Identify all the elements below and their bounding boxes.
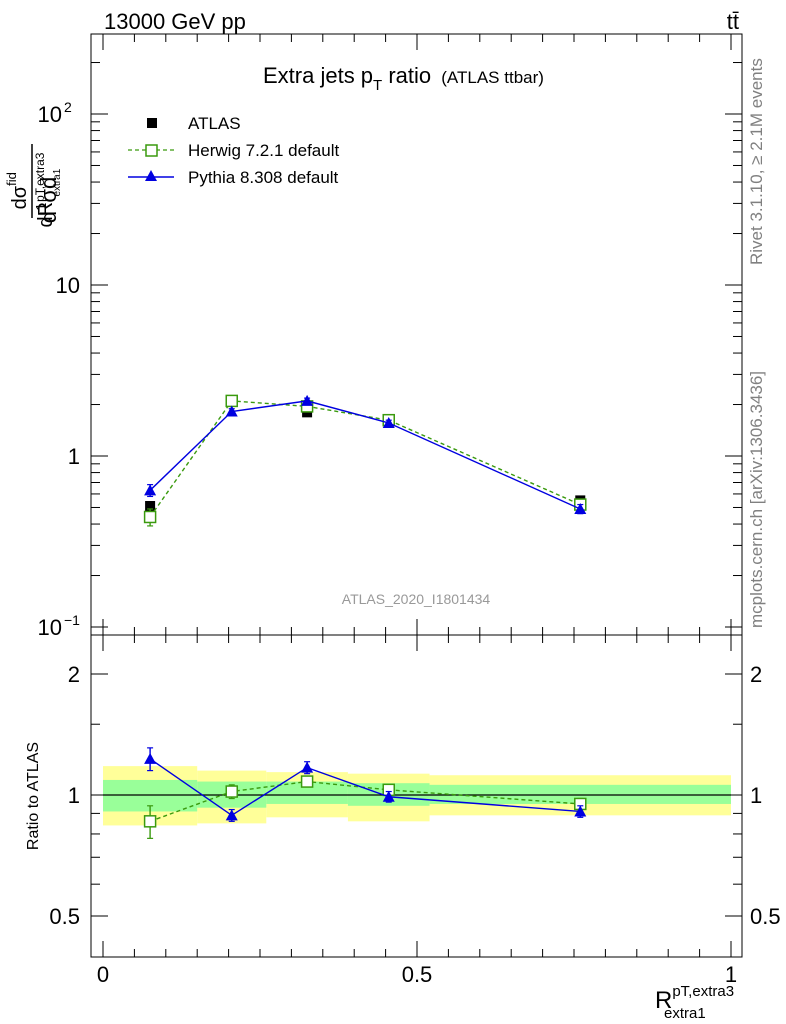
herwig-point	[225, 394, 238, 408]
main-series	[143, 394, 587, 527]
x-tick-label: 0	[97, 962, 109, 987]
main-y-tick-label: 10	[38, 102, 62, 127]
legend-label-atlas: ATLAS	[188, 114, 241, 133]
legend-marker-herwig	[145, 144, 158, 157]
ratio-y-tick-label: 0.5	[49, 904, 80, 929]
x-axis-label-main: R	[655, 987, 672, 1014]
pythia-point	[144, 484, 157, 496]
main-y-tick-label: 1	[68, 444, 80, 469]
pythia-ratio-point	[225, 809, 238, 821]
main-y-axis-label-fraction: dσfid dRpT,extra3 extra1	[0, 144, 63, 227]
title-rest: ratio	[382, 63, 431, 88]
process-label: tt̄	[727, 9, 739, 34]
svg-text:d1σd: d1σd	[33, 177, 61, 223]
ratio-y-tick-label: 2	[68, 662, 80, 687]
pythia-ratio-point	[144, 752, 157, 764]
title-main: Extra jets p	[263, 63, 373, 88]
herwig-ratio-point	[300, 775, 314, 788]
plot-title: Extra jets pT ratio (ATLAS ttbar)	[263, 63, 544, 94]
legend: ATLAS Herwig 7.2.1 default Pythia 8.308 …	[128, 114, 339, 187]
pythia-ratio-point	[301, 761, 314, 773]
analysis-watermark: ATLAS_2020_I1801434	[342, 591, 491, 607]
ratio-y-axis-label: Ratio to ATLAS	[25, 742, 42, 850]
pythia-point	[574, 502, 587, 514]
rivet-version-label: Rivet 3.1.10, ≥ 2.1M events	[747, 58, 766, 265]
ratio-bands	[103, 766, 731, 826]
header: 13000 GeV pp tt̄	[104, 9, 739, 34]
atlas-point	[145, 501, 156, 512]
ratio-y-tick-label: 1	[68, 783, 80, 808]
ratio-band-inner	[429, 784, 731, 804]
pythia-line	[149, 400, 581, 510]
ratio-y-tick-label-right: 1	[750, 783, 762, 808]
main-y-tick-exponent: −1	[64, 612, 80, 628]
pythia-ratio-point	[382, 790, 395, 802]
pythia-ratio-point	[574, 805, 587, 817]
pythia-point	[225, 405, 238, 417]
x-axis-label-sup: pT,extra3	[672, 983, 734, 1000]
pythia-point	[301, 394, 314, 406]
legend-label-pythia: Pythia 8.308 default	[188, 168, 339, 187]
title-note: (ATLAS ttbar)	[441, 68, 544, 87]
x-axis-label-sub: extra1	[664, 1005, 706, 1022]
legend-marker-pythia	[145, 170, 157, 181]
main-y-axis-label: d1σd	[33, 177, 61, 223]
main-y-tick-exponent: 2	[64, 99, 72, 115]
ratio-series	[143, 747, 587, 839]
pythia-point	[382, 416, 395, 428]
ratio-y-tick-label-right: 0.5	[750, 904, 781, 929]
herwig-ratio-point	[143, 815, 157, 828]
legend-marker-atlas	[147, 118, 157, 128]
title-subscript: T	[373, 77, 382, 94]
legend-label-herwig: Herwig 7.2.1 default	[188, 141, 339, 160]
ratio-y-tick-label-right: 2	[750, 662, 762, 687]
ratio-band-inner	[266, 781, 348, 804]
main-y-tick-label: 10	[56, 273, 80, 298]
x-tick-label: 1	[725, 962, 737, 987]
herwig-line	[149, 400, 581, 518]
main-y-tick-label: 10	[38, 615, 62, 640]
herwig-point	[143, 510, 157, 524]
herwig-ratio-point	[225, 785, 238, 798]
x-tick-label: 0.5	[402, 962, 433, 987]
mcplots-reference-label: mcplots.cern.ch [arXiv:1306.3436]	[747, 371, 766, 628]
energy-label: 13000 GeV pp	[104, 9, 246, 34]
x-axis-label: RpT,extra3 extra1	[655, 983, 734, 1022]
